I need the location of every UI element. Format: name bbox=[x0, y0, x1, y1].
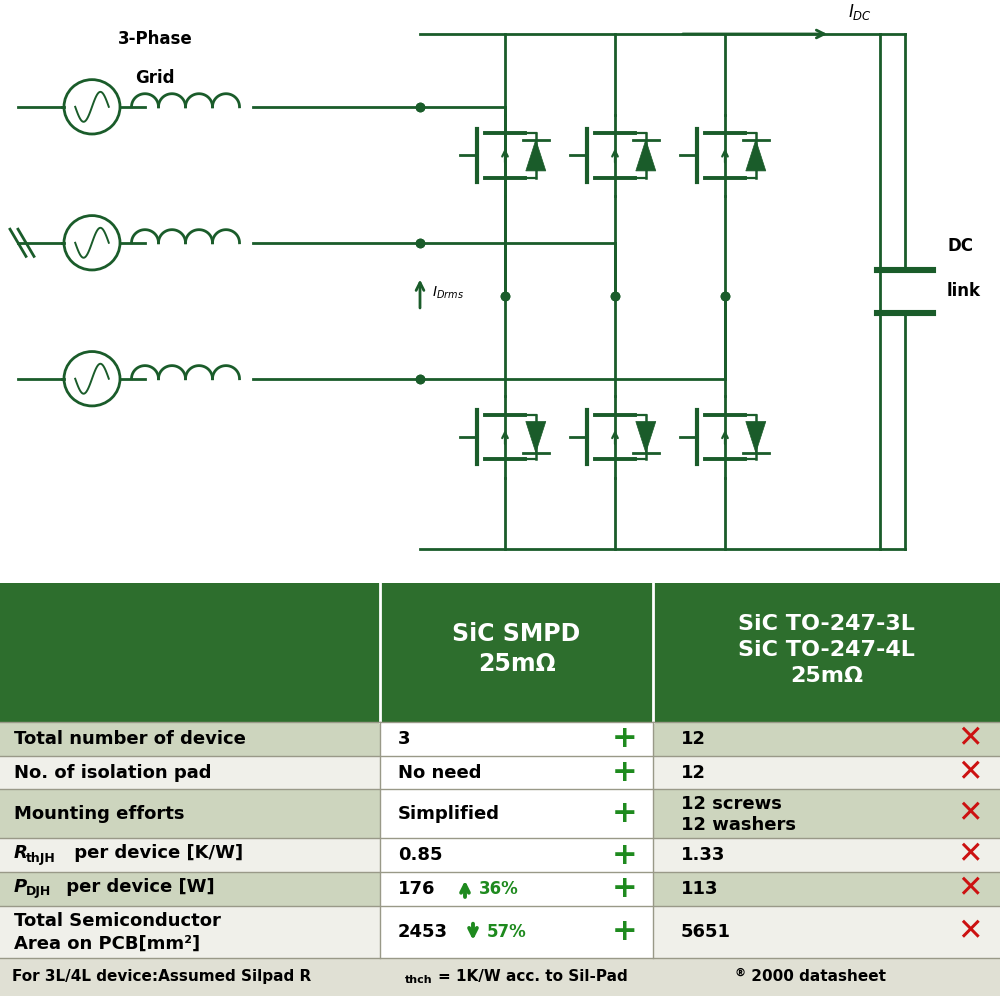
Bar bbox=[0, 722, 380, 756]
Bar bbox=[653, 722, 1000, 756]
Text: 176: 176 bbox=[398, 879, 436, 897]
Polygon shape bbox=[746, 421, 766, 452]
Text: 5651: 5651 bbox=[681, 923, 731, 941]
Text: SiC TO-247-3L: SiC TO-247-3L bbox=[738, 615, 915, 634]
Text: Total number of device: Total number of device bbox=[14, 730, 246, 748]
Text: 36%: 36% bbox=[479, 879, 519, 897]
Text: 25mΩ: 25mΩ bbox=[790, 666, 863, 686]
Text: 3-Phase: 3-Phase bbox=[118, 30, 192, 48]
Bar bbox=[380, 872, 653, 905]
Bar bbox=[0, 872, 380, 905]
Text: $I_{DC}$: $I_{DC}$ bbox=[848, 2, 872, 22]
Text: SiC SMPD: SiC SMPD bbox=[452, 622, 581, 646]
Text: DJH: DJH bbox=[26, 885, 51, 898]
Text: ✕: ✕ bbox=[957, 724, 983, 753]
Text: 12 washers: 12 washers bbox=[681, 816, 796, 834]
Text: 2000 datasheet: 2000 datasheet bbox=[746, 968, 886, 984]
Bar bbox=[0, 958, 1000, 996]
Text: thch: thch bbox=[405, 975, 433, 985]
Polygon shape bbox=[636, 139, 656, 171]
Bar bbox=[0, 756, 380, 790]
Polygon shape bbox=[636, 421, 656, 452]
Text: 12: 12 bbox=[681, 730, 706, 748]
Text: No. of isolation pad: No. of isolation pad bbox=[14, 764, 212, 782]
Text: +: + bbox=[612, 874, 638, 903]
Bar bbox=[0, 905, 380, 958]
Text: thJH: thJH bbox=[26, 852, 56, 865]
Bar bbox=[653, 905, 1000, 958]
Polygon shape bbox=[746, 139, 766, 171]
Text: 12: 12 bbox=[681, 764, 706, 782]
Text: +: + bbox=[612, 758, 638, 787]
Bar bbox=[380, 756, 653, 790]
Text: Simplified: Simplified bbox=[398, 805, 500, 823]
Text: +: + bbox=[612, 841, 638, 870]
Text: P: P bbox=[14, 877, 27, 895]
Text: 57%: 57% bbox=[487, 923, 527, 941]
Text: SiC TO-247-4L: SiC TO-247-4L bbox=[738, 640, 915, 660]
Text: 113: 113 bbox=[681, 879, 718, 897]
Text: Grid: Grid bbox=[135, 69, 175, 87]
Text: ✕: ✕ bbox=[957, 800, 983, 829]
Text: 1.33: 1.33 bbox=[681, 847, 725, 865]
Text: No need: No need bbox=[398, 764, 482, 782]
Text: ✕: ✕ bbox=[957, 917, 983, 946]
Text: Area on PCB[mm²]: Area on PCB[mm²] bbox=[14, 934, 200, 952]
Bar bbox=[653, 839, 1000, 872]
Text: 25mΩ: 25mΩ bbox=[478, 652, 555, 676]
Text: per device [K/W]: per device [K/W] bbox=[68, 845, 243, 863]
Text: For 3L/4L device:Assumed Silpad R: For 3L/4L device:Assumed Silpad R bbox=[12, 968, 311, 984]
Polygon shape bbox=[526, 139, 546, 171]
Text: = 1K/W acc. to Sil-Pad: = 1K/W acc. to Sil-Pad bbox=[438, 968, 628, 984]
Text: Total Semiconductor: Total Semiconductor bbox=[14, 912, 221, 930]
Bar bbox=[653, 872, 1000, 905]
Text: ✕: ✕ bbox=[957, 841, 983, 870]
Bar bbox=[653, 756, 1000, 790]
Text: 0.85: 0.85 bbox=[398, 847, 442, 865]
Text: ✕: ✕ bbox=[957, 758, 983, 787]
Bar bbox=[653, 790, 1000, 839]
Text: +: + bbox=[612, 917, 638, 946]
Text: $I_{Drms}$: $I_{Drms}$ bbox=[432, 285, 464, 302]
Text: Mounting efforts: Mounting efforts bbox=[14, 805, 184, 823]
Bar bbox=[380, 790, 653, 839]
Polygon shape bbox=[526, 421, 546, 452]
Text: 12 screws: 12 screws bbox=[681, 795, 782, 813]
Text: +: + bbox=[612, 724, 638, 753]
Text: ✕: ✕ bbox=[957, 874, 983, 903]
Text: +: + bbox=[612, 800, 638, 829]
Text: DC: DC bbox=[947, 236, 973, 255]
Text: link: link bbox=[947, 282, 981, 300]
Bar bbox=[0, 790, 380, 839]
Bar bbox=[0, 839, 380, 872]
Bar bbox=[0, 583, 1000, 722]
Bar bbox=[380, 905, 653, 958]
Bar bbox=[380, 839, 653, 872]
Text: ®: ® bbox=[735, 968, 746, 978]
Text: 2453: 2453 bbox=[398, 923, 448, 941]
Text: per device [W]: per device [W] bbox=[60, 877, 215, 895]
Text: 3: 3 bbox=[398, 730, 411, 748]
Bar bbox=[380, 722, 653, 756]
Text: R: R bbox=[14, 845, 28, 863]
